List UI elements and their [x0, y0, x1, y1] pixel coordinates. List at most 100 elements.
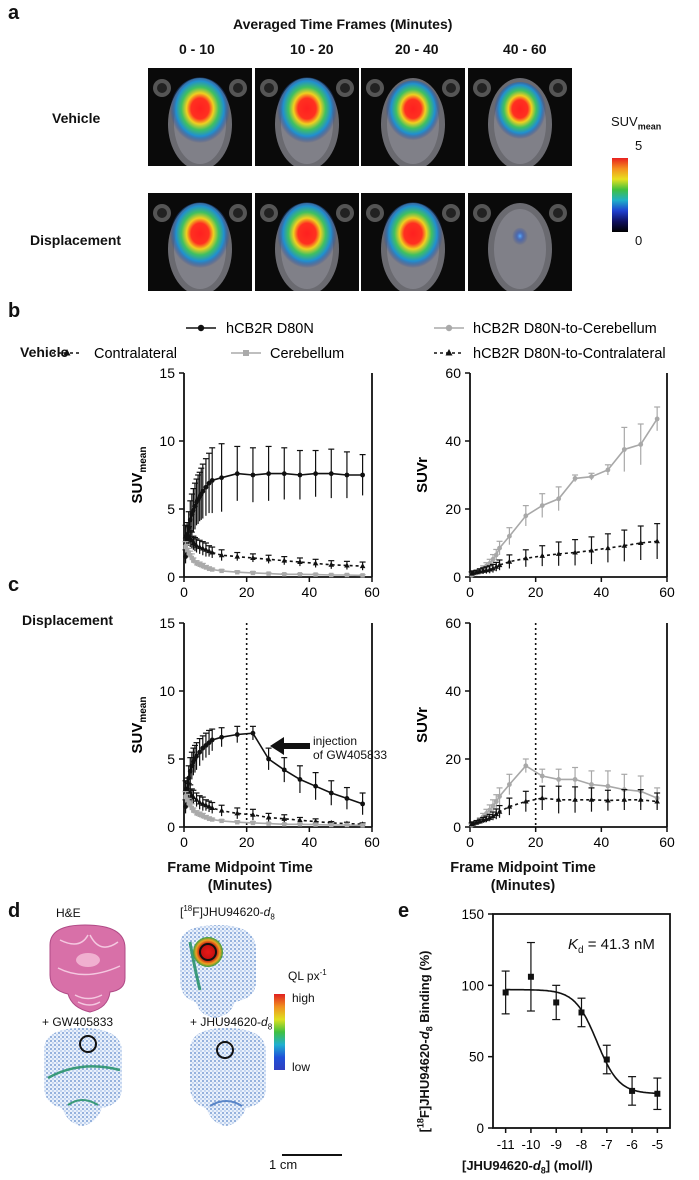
data-point: [250, 811, 256, 817]
gw-label: + GW405833: [42, 1015, 114, 1029]
data-point: [186, 800, 191, 805]
data-point: [572, 549, 578, 555]
data-point: [523, 798, 529, 804]
data-point: [328, 790, 334, 796]
data-point: [556, 777, 562, 782]
y-axis-label: SUVr: [414, 457, 431, 493]
frame-label-3: 20 - 40: [395, 41, 439, 57]
xlabel-c-left: Frame Midpoint Time (Minutes): [167, 860, 313, 894]
data-point: [183, 804, 188, 809]
injection-annotation: injection of GW405833: [313, 734, 388, 762]
data-point: [654, 416, 660, 422]
tracer-slice: [180, 925, 256, 1018]
series-line: [471, 797, 658, 826]
data-point: [605, 545, 611, 551]
data-point: [250, 730, 256, 736]
data-point: [281, 815, 288, 821]
data-point: [490, 556, 496, 562]
data-point: [194, 561, 199, 566]
data-point: [344, 472, 350, 478]
data-point: [588, 547, 595, 553]
data-point: [344, 822, 350, 828]
data-point: [250, 820, 256, 826]
data-point: [203, 546, 209, 552]
pet-scan-vehicle-4: [468, 68, 572, 166]
data-point: [527, 973, 534, 980]
data-point: [496, 808, 503, 814]
data-point: [328, 561, 335, 567]
data-point: [281, 767, 287, 773]
data-point: [209, 737, 215, 743]
data-point: [490, 813, 496, 819]
y-tick-label: 0: [476, 1121, 484, 1136]
data-point: [209, 804, 215, 810]
pet-scan-displacement-2: [255, 193, 359, 291]
y-tick-label: 20: [445, 501, 461, 517]
data-point: [192, 503, 198, 509]
pet-scan-displacement-4: [468, 193, 572, 291]
data-point: [502, 989, 509, 996]
data-point: [572, 476, 578, 481]
data-point: [235, 570, 240, 575]
data-point: [578, 1009, 585, 1016]
x-tick-label: 40: [302, 834, 318, 850]
data-point: [329, 822, 334, 828]
data-point: [197, 562, 202, 567]
x-tick-label: 60: [364, 834, 380, 850]
y-tick-label: 10: [159, 433, 175, 449]
data-point: [487, 561, 493, 566]
data-point: [234, 732, 240, 737]
data-point: [188, 553, 193, 558]
data-point: [183, 794, 188, 800]
data-point: [189, 555, 195, 561]
pet-scan-vehicle-1: [148, 68, 252, 166]
gw-slice: [44, 1028, 122, 1126]
jhu-label: + JHU94620-d8: [190, 1015, 273, 1032]
data-point: [297, 472, 303, 478]
tracer-label: [18F]JHU94620-d8: [180, 904, 275, 922]
data-point: [200, 563, 205, 569]
data-point: [497, 794, 502, 799]
x-tick-label: 20: [239, 584, 255, 600]
data-point: [209, 549, 215, 555]
y-tick-label: 15: [159, 615, 175, 631]
data-point: [654, 538, 660, 544]
series-0: [468, 758, 661, 828]
legend-ratio-cerebellum-label: hCB2R D80N-to-Cerebellum: [473, 321, 657, 337]
jhu-slice: [190, 1028, 266, 1126]
data-point: [187, 768, 193, 774]
legend-contralateral-label: Contralateral: [94, 346, 177, 362]
data-point: [360, 573, 365, 578]
data-point: [493, 799, 499, 804]
data-point: [487, 807, 493, 813]
data-point: [506, 558, 513, 564]
data-point: [312, 560, 319, 566]
ql-label: QL px-1: [288, 968, 327, 983]
series-2: [182, 541, 366, 578]
data-point: [219, 818, 224, 824]
data-point: [250, 554, 256, 560]
data-point: [483, 816, 490, 822]
y-tick-label: 5: [167, 501, 175, 517]
data-point: [523, 513, 529, 519]
data-point: [297, 822, 303, 827]
data-point: [313, 822, 318, 827]
he-label: H&E: [56, 906, 81, 920]
data-point: [555, 796, 562, 802]
data-point: [297, 817, 303, 823]
data-point: [490, 565, 496, 571]
legend-hcb2r: hCB2R D80N: [186, 321, 314, 337]
x-tick-label: -8: [576, 1137, 588, 1152]
y-axis-label: SUVmean: [129, 697, 149, 754]
data-point: [486, 814, 493, 820]
legend-contralateral: Contralateral: [52, 346, 177, 362]
data-point: [197, 749, 203, 755]
data-point: [250, 472, 256, 478]
data-point: [638, 442, 644, 447]
data-point: [218, 807, 225, 813]
data-point: [206, 816, 212, 822]
scale-bar-label: 1 cm: [269, 1157, 298, 1172]
data-point: [187, 517, 193, 523]
series-1: [468, 523, 661, 576]
data-point: [539, 552, 546, 558]
